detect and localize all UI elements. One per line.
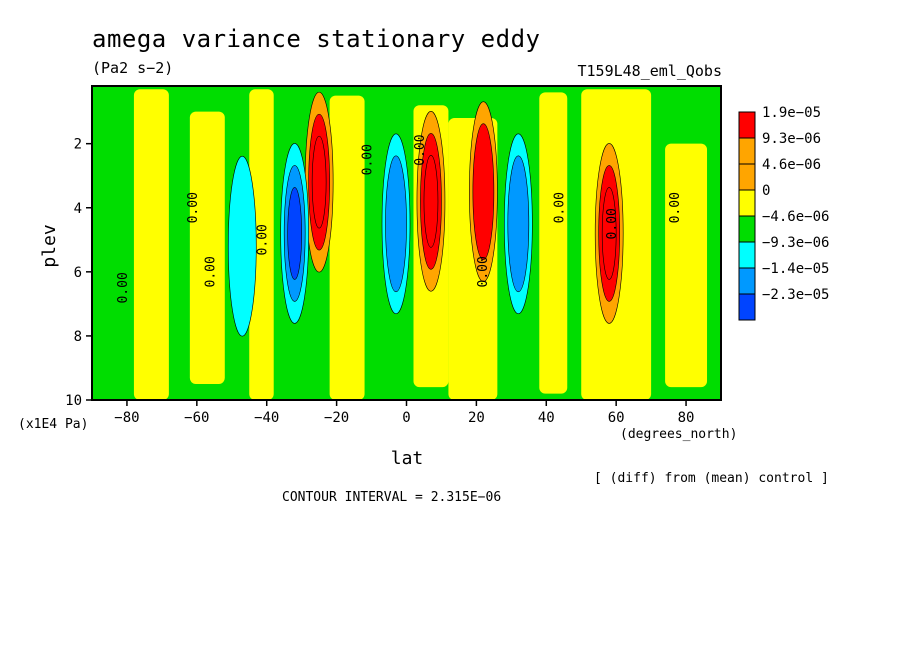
colorbar-label: −9.3e−06 xyxy=(762,235,829,251)
x-tick-label: 40 xyxy=(538,410,555,426)
x-axis-units: (degrees_north) xyxy=(620,427,737,442)
plot-area: 0.00 0.00 0.00 0.00 0.00 0.00 0.00 0.00 0.00 0.00 xyxy=(91,85,722,401)
contour-label: 0.00 xyxy=(203,256,218,287)
colorbar-label: 4.6e−06 xyxy=(762,157,821,173)
experiment-label: T159L48_eml_Qobs xyxy=(578,62,723,80)
x-tick-label: −80 xyxy=(114,410,139,426)
field-band xyxy=(249,89,274,401)
contour-label: 0.00 xyxy=(413,134,428,165)
colorbar-swatch xyxy=(738,267,756,295)
colorbar-swatch xyxy=(738,293,756,321)
contour-label: 0.00 xyxy=(553,192,568,223)
y-tick-label: 2 xyxy=(74,137,82,153)
y-axis-ticks: 2 4 6 8 10 xyxy=(65,137,92,409)
x-tick-label: 80 xyxy=(678,410,695,426)
contour-label: 0.00 xyxy=(605,208,620,239)
colorbar-swatch xyxy=(738,189,756,217)
x-tick-label: 20 xyxy=(468,410,485,426)
colorbar-label: 9.3e−06 xyxy=(762,131,821,147)
negative-anomaly xyxy=(287,187,302,280)
colorbar-swatch xyxy=(738,111,756,139)
contour-label: 0.00 xyxy=(476,256,491,287)
positive-anomaly xyxy=(311,135,327,229)
positive-anomaly xyxy=(601,187,617,280)
y-tick-label: 6 xyxy=(74,265,82,281)
chart-units: (Pa2 s−2) xyxy=(92,59,173,77)
colorbar-label: −1.4e−05 xyxy=(762,261,829,277)
y-tick-label: 10 xyxy=(65,393,82,409)
contour-label: 0.00 xyxy=(361,144,376,175)
y-tick-label: 8 xyxy=(74,329,82,345)
negative-anomaly xyxy=(385,155,407,293)
field-band xyxy=(665,143,708,388)
colorbar-label: −4.6e−06 xyxy=(762,209,829,225)
x-tick-label: 0 xyxy=(402,410,410,426)
field-band xyxy=(329,95,365,400)
colorbar-label: 1.9e−05 xyxy=(762,105,821,121)
positive-anomaly xyxy=(423,155,439,248)
colorbar-label: 0 xyxy=(762,183,770,199)
chart-title: amega variance stationary eddy xyxy=(92,25,540,53)
y-tick-label: 4 xyxy=(74,201,82,217)
field-features: 0.00 0.00 0.00 0.00 0.00 0.00 0.00 0.00 0.00 0.00 xyxy=(116,89,708,401)
colorbar-swatch xyxy=(738,215,756,243)
x-tick-label: −60 xyxy=(184,410,209,426)
positive-anomaly xyxy=(472,123,495,261)
colorbar-swatch xyxy=(738,137,756,165)
y-axis-units: (x1E4 Pa) xyxy=(18,417,88,432)
x-tick-label: −20 xyxy=(324,410,349,426)
contour-label: 0.00 xyxy=(116,272,131,303)
x-tick-label: −40 xyxy=(254,410,279,426)
field-band xyxy=(189,111,225,384)
y-axis-label: plev xyxy=(39,224,60,267)
colorbar: 1.9e−05 9.3e−06 4.6e−06 0 −4.6e−06 −9.3e−06 −1… xyxy=(738,105,829,321)
field-band xyxy=(133,89,169,401)
x-tick-label: 60 xyxy=(608,410,625,426)
colorbar-label: −2.3e−05 xyxy=(762,287,829,303)
contour-label: 0.00 xyxy=(668,192,683,223)
field-band xyxy=(539,92,568,394)
colorbar-swatch xyxy=(738,241,756,269)
contour-label: 0.00 xyxy=(256,224,271,255)
comparison-note: [ (diff) from (mean) control ] xyxy=(594,471,829,486)
contour-interval: CONTOUR INTERVAL = 2.315E−06 xyxy=(282,490,501,505)
colorbar-swatch xyxy=(738,163,756,191)
x-axis-label: lat xyxy=(391,448,424,469)
contour-label: 0.00 xyxy=(186,192,201,223)
negative-anomaly xyxy=(507,155,530,293)
x-axis-ticks: −80 −60 −40 −20 0 20 40 60 80 xyxy=(114,400,694,426)
negative-anomaly xyxy=(227,155,257,337)
